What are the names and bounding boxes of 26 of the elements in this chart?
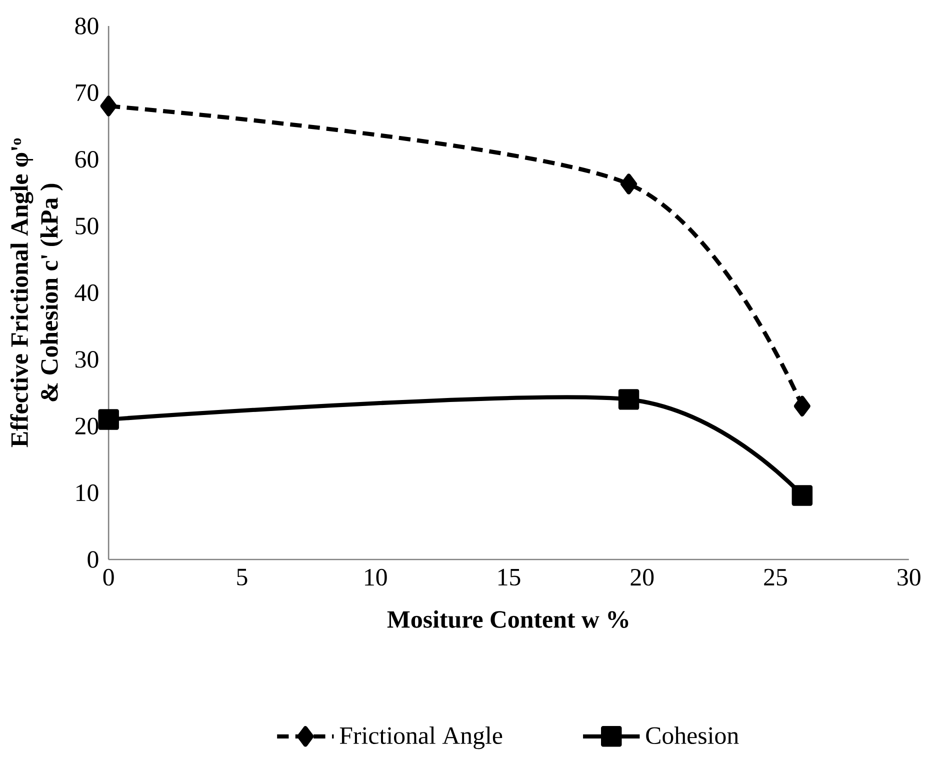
legend-label: Cohesion <box>646 726 739 744</box>
y-tick-label: 70 <box>76 84 98 102</box>
x-tick-label: 25 <box>764 569 787 586</box>
point <box>792 485 813 506</box>
point <box>618 389 640 410</box>
point <box>100 96 117 117</box>
point <box>620 174 638 195</box>
x-tick-label: 20 <box>630 569 654 586</box>
y-axis-title: Effective Frictional Angle φ'ᵒ & Cohesion c' (kPa ) <box>10 138 63 448</box>
x-tick-label: 30 <box>898 569 920 586</box>
x-axis-title: Mositure Content w % <box>387 610 628 628</box>
y-tick-label: 20 <box>75 418 98 435</box>
y-tick-label: 60 <box>75 151 98 168</box>
x-tick-label: 10 <box>365 569 387 586</box>
y-tick-label: 50 <box>76 218 98 235</box>
legend-label: Frictional Angle <box>340 726 502 750</box>
y-tick-label: 40 <box>74 284 98 302</box>
x-tick-label: 15 <box>498 569 520 586</box>
y-tick-label: 10 <box>76 484 98 502</box>
y-tick-label: 80 <box>75 18 98 35</box>
x-tick-label: 5 <box>237 569 248 586</box>
point <box>98 409 119 430</box>
point <box>794 396 810 417</box>
y-tick-label: 0 <box>88 551 98 568</box>
y-tick-label: 30 <box>75 351 98 368</box>
x-tick-label: 0 <box>103 569 114 586</box>
